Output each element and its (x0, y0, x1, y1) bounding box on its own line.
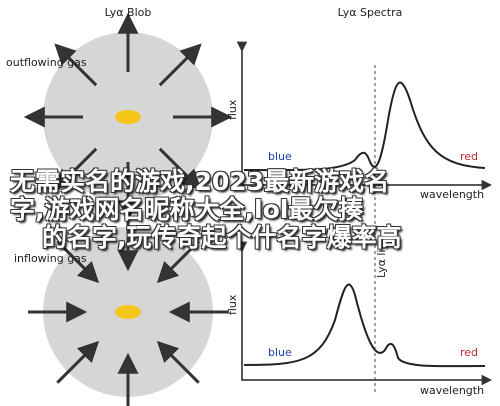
blob-title: Lyα Blob (105, 6, 152, 19)
red-label: red (460, 346, 478, 359)
y-label: flux (226, 99, 239, 120)
spectra-title: Lyα Spectra (338, 6, 403, 19)
arrow (56, 240, 100, 284)
x-label: wavelength (420, 188, 484, 201)
overlay-text: 的名字,玩传奇起个什名字爆率高 (42, 223, 402, 252)
arrow (156, 340, 200, 384)
y-label: flux (226, 294, 239, 315)
arrow (54, 147, 98, 191)
arrow (156, 240, 200, 284)
top-axes (236, 41, 493, 191)
galaxy (115, 305, 141, 319)
line-label: Lyα line (375, 236, 388, 278)
inflow-label: inflowing gas (14, 252, 87, 265)
bottom-axes (236, 241, 493, 386)
blue-label: blue (268, 346, 292, 359)
arrow (54, 43, 98, 87)
arrows (23, 12, 233, 406)
overlay-text: 字,游戏网名昵称大全,lol最欠揍 (10, 195, 364, 224)
arrow (158, 43, 202, 87)
outflow-label: outflowing gas (6, 56, 87, 69)
overlay-text: 无需实名的游戏,2023最新游戏名 (10, 167, 390, 196)
red-label: red (460, 150, 478, 163)
arrow (158, 147, 202, 191)
x-label: wavelength (420, 384, 484, 397)
galaxy (115, 110, 141, 124)
arrow (56, 340, 100, 384)
blue-label: blue (268, 150, 292, 163)
